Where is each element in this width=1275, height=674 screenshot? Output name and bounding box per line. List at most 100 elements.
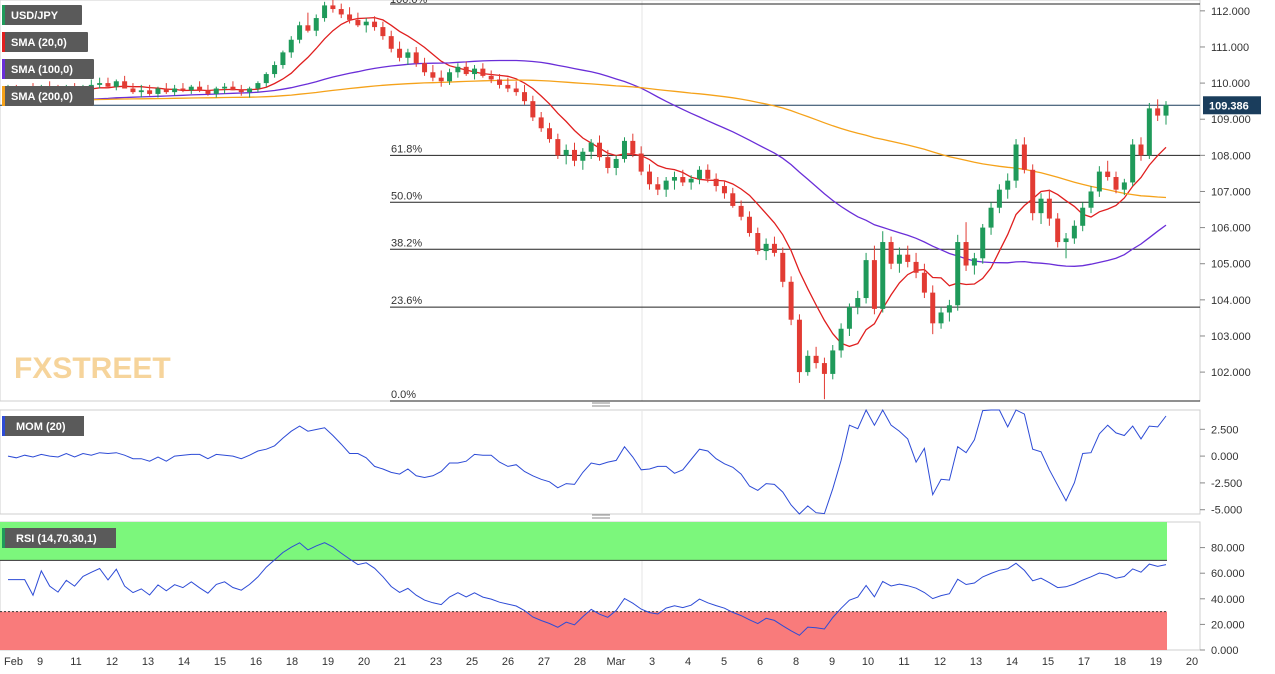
candle-body [105, 83, 111, 87]
y-tick-label: 2.500 [1211, 424, 1239, 436]
candle-body [1121, 182, 1127, 190]
fib-label: 0.0% [391, 389, 416, 401]
candle-body [130, 88, 136, 93]
x-tick-label: 10 [862, 656, 874, 668]
candle-body [846, 307, 852, 329]
candle-body [1088, 191, 1094, 208]
candle-body [338, 9, 344, 15]
candle-body [871, 260, 877, 309]
candle-body [713, 178, 719, 187]
sma-20-label[interactable]: SMA (20,0) [2, 32, 88, 52]
candle-body [988, 207, 994, 228]
panel-resize-handle[interactable] [592, 514, 610, 519]
candle-body [255, 83, 261, 89]
candle-body [380, 27, 386, 37]
candle-body [213, 88, 219, 94]
candle-body [1013, 144, 1019, 181]
y-tick-label: 80.000 [1211, 543, 1245, 555]
oversold-zone [0, 611, 1167, 650]
candle-body [280, 52, 286, 66]
candle-body [463, 66, 469, 75]
candle-body [122, 81, 128, 89]
candle-body [347, 14, 353, 20]
x-tick-label: 11 [70, 656, 81, 668]
fib-label: 23.6% [391, 295, 422, 307]
candle-body [488, 75, 494, 80]
candle-body [963, 242, 969, 266]
fxstreet-logo: FXSTREET [14, 352, 171, 385]
candle-body [1146, 108, 1152, 156]
symbol-label[interactable]: USD/JPY [2, 5, 82, 25]
candle-body [88, 84, 94, 87]
candle-body [738, 205, 744, 217]
x-tick-label: 9 [37, 656, 43, 668]
candle-body [1046, 198, 1052, 219]
tag-label: USD/JPY [11, 10, 59, 22]
candle-body [547, 128, 553, 140]
tag-bg [2, 86, 94, 106]
candle-body [1138, 144, 1144, 156]
candle-body [680, 177, 686, 183]
candle-body [238, 90, 244, 93]
candle-body [788, 281, 794, 320]
candle-body [705, 169, 711, 179]
y-tick-label: 105.000 [1211, 259, 1251, 271]
candle-body [447, 72, 453, 82]
sma-100-label[interactable]: SMA (100,0) [2, 59, 94, 79]
candle-body [830, 350, 836, 374]
x-tick-label: 18 [286, 656, 298, 668]
y-tick-label: 60.000 [1211, 568, 1245, 580]
panel-resize-handle[interactable] [592, 402, 610, 407]
candle-body [838, 328, 844, 351]
x-tick-label: 5 [721, 656, 727, 668]
mom-panel [0, 409, 1201, 515]
candle-body [522, 92, 528, 102]
x-tick-label: 3 [649, 656, 655, 668]
candle-body [455, 66, 461, 73]
x-tick-label: 28 [574, 656, 586, 668]
overbought-zone [0, 522, 1167, 561]
tag-accent [2, 59, 5, 79]
y-tick-label: 112.000 [1211, 6, 1250, 18]
x-tick-label: 19 [1150, 656, 1162, 668]
rsi-label[interactable]: RSI (14,70,30,1) [2, 528, 116, 548]
candle-body [138, 90, 144, 93]
y-tick-label: -5.000 [1211, 505, 1242, 517]
candle-body [930, 292, 936, 324]
tag-bg [2, 528, 116, 548]
last-price-tag: 109.386 [1203, 96, 1261, 115]
y-tick-label: 111.000 [1211, 42, 1249, 54]
candle-body [821, 363, 827, 374]
y-tick-label: 40.000 [1211, 594, 1245, 606]
candle-body [646, 171, 652, 185]
candle-body [596, 142, 602, 158]
candle-body [497, 79, 503, 85]
mom-label[interactable]: MOM (20) [2, 416, 84, 436]
candle-body [480, 68, 486, 76]
candle-body [605, 157, 611, 168]
candle-body [613, 158, 619, 168]
candle-body [1005, 180, 1011, 190]
sma-200-label[interactable]: SMA (200,0) [2, 86, 94, 106]
candle-body [938, 312, 944, 324]
candle-body [1055, 218, 1061, 243]
candle-body [721, 186, 727, 194]
y-tick-label: 103.000 [1211, 331, 1251, 343]
x-tick-label: 25 [466, 656, 478, 668]
candle-body [422, 63, 428, 73]
x-tick-label: 20 [358, 656, 370, 668]
tag-bg [2, 5, 82, 25]
candle-body [538, 117, 544, 129]
candle-body [388, 36, 394, 49]
tag-label: SMA (200,0) [11, 91, 73, 103]
candle-body [763, 243, 769, 252]
candle-body [955, 242, 961, 306]
candle-body [313, 18, 319, 31]
candle-body [1113, 177, 1119, 190]
candle-body [322, 5, 328, 19]
fib-label: 61.8% [391, 143, 422, 155]
candle-body [1021, 144, 1027, 170]
last-price-label: 109.386 [1209, 100, 1249, 112]
x-tick-label: 14 [1006, 656, 1018, 668]
